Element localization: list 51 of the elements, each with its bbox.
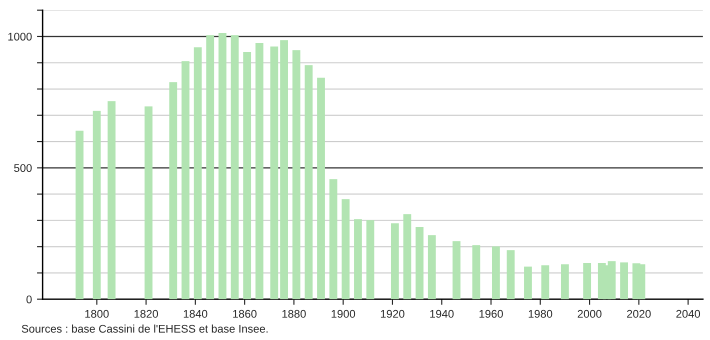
bar — [230, 35, 239, 300]
bar — [329, 179, 338, 300]
x-tick-label: 1820 — [134, 310, 158, 318]
x-tick-label: 1980 — [528, 310, 552, 318]
bar — [144, 106, 152, 300]
x-tick-label: 2040 — [676, 310, 700, 318]
bar — [76, 130, 84, 300]
bar — [620, 262, 628, 300]
x-tick-label: 2020 — [627, 310, 651, 318]
source-note: Sources : base Cassini de l'EHESS et base Insee. — [22, 324, 268, 333]
bar — [472, 245, 480, 300]
bar — [506, 250, 515, 300]
x-tick-label: 1900 — [332, 310, 356, 318]
bar — [342, 199, 350, 300]
x-tick-label: 1840 — [184, 310, 208, 318]
y-tick-label: 1000 — [8, 32, 32, 41]
bar — [366, 220, 374, 300]
bar — [390, 223, 399, 300]
bar — [492, 246, 500, 300]
bar — [317, 78, 325, 300]
bar — [524, 266, 532, 300]
x-tick-label: 1920 — [380, 310, 404, 318]
x-tick-label: 1800 — [85, 310, 109, 318]
bar — [428, 235, 436, 300]
bar — [560, 264, 569, 300]
bar — [583, 262, 592, 300]
x-tick-label: 2000 — [578, 310, 602, 318]
bar — [169, 82, 178, 300]
bar — [218, 33, 226, 300]
y-tick-label: 0 — [26, 295, 32, 304]
bar — [206, 35, 214, 300]
bar — [416, 226, 424, 300]
bar — [182, 61, 190, 300]
bar — [270, 46, 278, 300]
bar — [243, 52, 252, 300]
y-tick-label: 500 — [14, 164, 32, 172]
x-tick-label: 1880 — [282, 310, 306, 318]
bar — [194, 47, 202, 300]
bar — [280, 40, 288, 300]
bar — [255, 43, 264, 300]
bar — [452, 241, 460, 300]
bar — [292, 50, 300, 300]
bar — [92, 110, 101, 300]
bar — [108, 101, 116, 300]
bar — [403, 214, 412, 300]
bar — [304, 65, 313, 300]
bar — [541, 265, 550, 300]
x-tick-label: 1940 — [430, 310, 454, 318]
bar — [354, 219, 362, 300]
x-tick-label: 1960 — [480, 310, 503, 318]
x-tick-label: 1860 — [233, 310, 257, 318]
